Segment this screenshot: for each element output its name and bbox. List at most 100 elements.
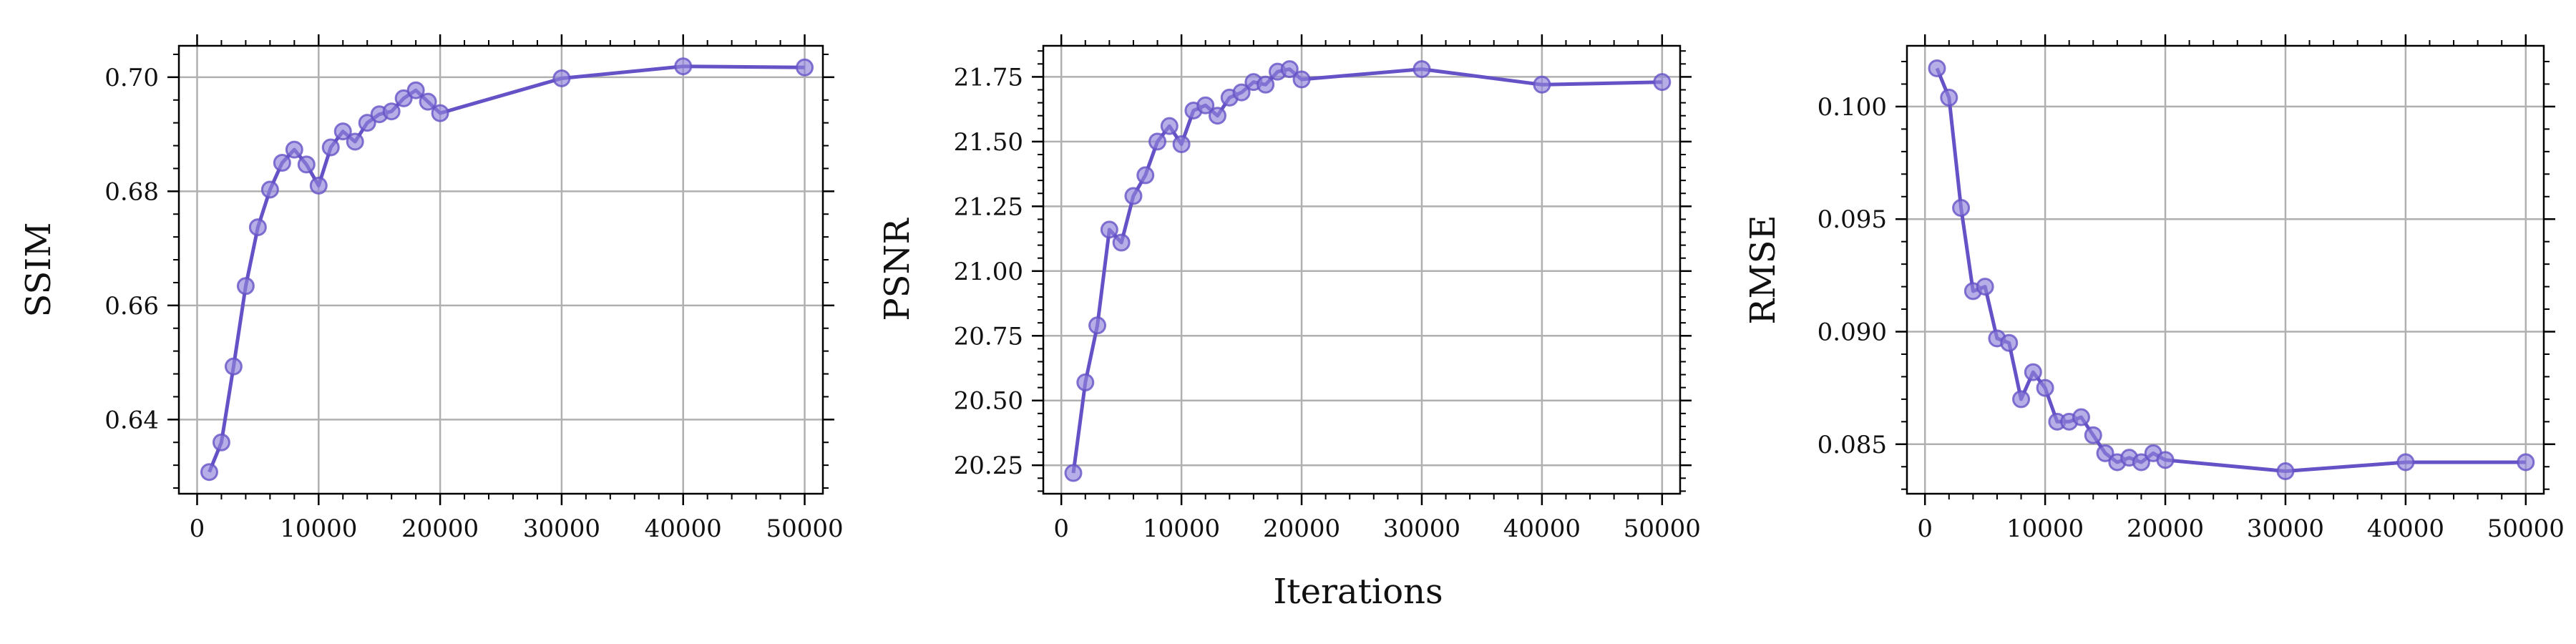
psnr-data-point [1124,187,1143,205]
rmse-data-point [2132,453,2150,472]
psnr-data-point [1653,73,1672,92]
rmse-x-tick-label: 50000 [2487,514,2565,543]
ssim-data-point [321,138,340,157]
rmse-data-point [2517,453,2535,472]
psnr-data-point [1257,75,1275,94]
ssim-data-point [419,92,437,111]
ssim-data-point [394,89,413,107]
psnr-y-tick-label: 21.75 [954,63,1023,92]
rmse-data-point [2024,363,2042,381]
psnr-y-tick-label: 21.00 [954,258,1023,286]
psnr-data-point [1064,464,1083,482]
psnr-data-point [1533,75,1551,94]
psnr-data-point [1112,233,1131,252]
psnr-x-tick-label: 40000 [1503,514,1581,543]
ssim-data-point [260,180,279,199]
ssim-x-tick-label: 0 [190,514,205,543]
ssim-data-point [248,218,267,237]
ssim-data-point [285,140,303,159]
psnr-x-tick-label: 30000 [1383,514,1460,543]
ssim-x-tick-label: 50000 [766,514,843,543]
rmse-data-point [2072,408,2090,426]
ssim-y-tick-label: 0.64 [104,406,159,434]
ssim-data-point [406,81,425,99]
rmse-data-point [2096,444,2114,462]
rmse-data-point [2396,453,2415,472]
rmse-data-point [2276,462,2295,481]
ssim-data-point [273,153,291,172]
psnr-data-point [1088,316,1107,335]
rmse-y-tick-label: 0.085 [1818,431,1887,459]
psnr-x-tick-label: 20000 [1263,514,1340,543]
ssim-chart: 0 10000 20000 30000 40000 50000 0.64 0.66 0.68 0.… [19,34,844,543]
rmse-data-point [2012,390,2031,409]
ssim-x-tick-label: 20000 [401,514,479,543]
rmse-x-tick-label: 0 [1917,514,1933,543]
psnr-y-tick-label: 21.25 [954,192,1023,221]
psnr-y-tick-label: 20.25 [954,452,1023,480]
rmse-data-point [2000,333,2019,352]
ssim-y-tick-label: 0.66 [104,292,159,321]
psnr-plot-frame [1042,44,1682,495]
psnr-data-point [1136,166,1155,185]
rmse-y-tick-label: 0.090 [1818,318,1887,347]
psnr-x-tick-label: 50000 [1624,514,1701,543]
ssim-plot-frame [177,44,824,495]
psnr-data-point [1413,60,1431,79]
ssim-data-point [552,69,571,87]
x-axis-label: Iterations [1273,572,1443,612]
rmse-chart: 0 10000 20000 30000 40000 50000 0.085 0.090 0.09… [1743,34,2565,543]
psnr-data-point [1196,96,1215,114]
rmse-series-line [1935,67,2526,473]
psnr-data-point [1100,220,1118,239]
ssim-data-point [674,57,693,76]
ssim-y-tick-label: 0.68 [104,177,159,206]
psnr-x-tick-label: 10000 [1143,514,1220,543]
psnr-data-point [1172,135,1191,154]
rmse-plot-frame [1906,44,2545,495]
rmse-data-point [2156,451,2175,469]
ssim-x-tick-label: 40000 [645,514,722,543]
ssim-series-line [208,64,805,473]
rmse-x-tick-label: 20000 [2127,514,2204,543]
psnr-y-axis-label: PSNR [877,217,917,321]
psnr-data-point [1160,117,1179,135]
rmse-y-tick-label: 0.100 [1818,93,1887,122]
rmse-x-tick-label: 40000 [2367,514,2444,543]
ssim-y-axis-label: SSIM [19,222,59,317]
psnr-y-tick-label: 21.50 [954,128,1023,157]
psnr-x-tick-label: 0 [1053,514,1069,543]
ssim-data-point [431,104,449,122]
rmse-data-point [2084,426,2102,444]
ssim-data-point [309,176,328,195]
ssim-data-point [297,155,316,174]
ssim-y-tick-label: 0.70 [104,64,159,92]
ssim-data-point [200,463,218,482]
ssim-data-point [796,58,814,77]
ssim-data-point [333,122,352,141]
psnr-data-point [1208,107,1226,125]
ssim-data-point [346,132,364,151]
rmse-y-tick-label: 0.095 [1818,205,1887,234]
ssim-data-point [224,357,243,376]
ssim-x-tick-label: 30000 [523,514,600,543]
rmse-y-axis-label: RMSE [1743,215,1783,324]
ssim-data-point [358,114,376,132]
psnr-data-point [1292,70,1311,89]
rmse-data-point [1976,278,1994,296]
ssim-data-point [212,433,230,452]
psnr-data-point [1280,60,1299,79]
ssim-x-tick-label: 10000 [280,514,357,543]
psnr-data-point [1148,132,1167,151]
psnr-y-tick-label: 20.50 [954,387,1023,416]
rmse-x-tick-label: 30000 [2247,514,2324,543]
rmse-data-point [1928,59,1946,77]
psnr-data-point [1076,373,1095,391]
psnr-data-point [1232,83,1251,102]
rmse-data-point [1940,88,1958,107]
rmse-x-tick-label: 10000 [2006,514,2084,543]
rmse-data-point [2036,379,2054,397]
rmse-data-point [1952,198,1971,217]
ssim-data-point [382,102,401,121]
